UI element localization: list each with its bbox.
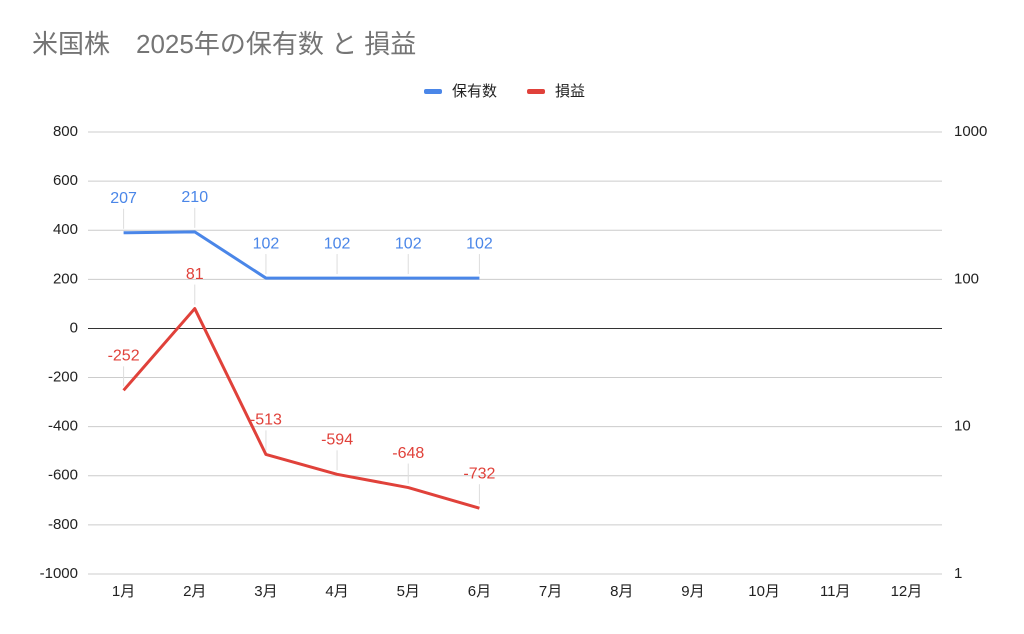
legend: 保有数 損益 [424,83,585,100]
y-tick-label: 0 [70,319,78,336]
series-line [123,230,480,280]
series-line [122,307,480,510]
x-tick-label: 3月 [254,583,277,600]
y-tick-label: 400 [53,221,78,238]
x-tick-label: 11月 [820,583,851,600]
data-label: 102 [253,235,280,252]
data-label: 102 [466,235,493,252]
y-tick-label: -800 [48,516,78,533]
y-tick-label: -400 [48,418,78,435]
legend-swatch [424,89,442,94]
data-label: -594 [321,432,353,449]
y2-tick-label: 1000 [954,123,987,140]
y2-tick-label: 10 [954,418,971,435]
y2-tick-label: 1 [954,565,962,582]
legend-label: 損益 [555,83,585,100]
x-tick-label: 2月 [183,583,206,600]
data-label: 102 [324,235,351,252]
data-label: 81 [186,266,204,283]
data-label: 207 [110,190,137,207]
y-tick-label: -1000 [40,565,78,582]
data-label: -648 [392,445,424,462]
data-label: 210 [181,189,208,206]
data-label: -732 [463,465,495,482]
x-tick-label: 5月 [397,583,420,600]
x-tick-label: 7月 [539,583,562,600]
y-tick-label: -600 [48,467,78,484]
x-tick-label: 10月 [748,583,780,600]
chart-title: 米国株 2025年の保有数 と 損益 [32,29,416,59]
x-tick-label: 12月 [891,583,923,600]
x-tick-label: 1月 [112,583,135,600]
y-tick-label: 800 [53,123,78,140]
x-tick-label: 6月 [468,583,491,600]
y-tick-label: 600 [53,172,78,189]
legend-label: 保有数 [452,83,497,100]
data-label: -252 [108,348,140,365]
data-label: -513 [250,412,282,429]
x-tick-label: 4月 [325,583,348,600]
data-label: 102 [395,235,422,252]
x-tick-label: 9月 [681,583,704,600]
y2-tick-label: 100 [954,270,979,287]
legend-swatch [527,89,546,94]
y-tick-label: 200 [53,270,78,287]
x-tick-label: 8月 [610,583,633,600]
y-tick-label: -200 [48,369,78,386]
